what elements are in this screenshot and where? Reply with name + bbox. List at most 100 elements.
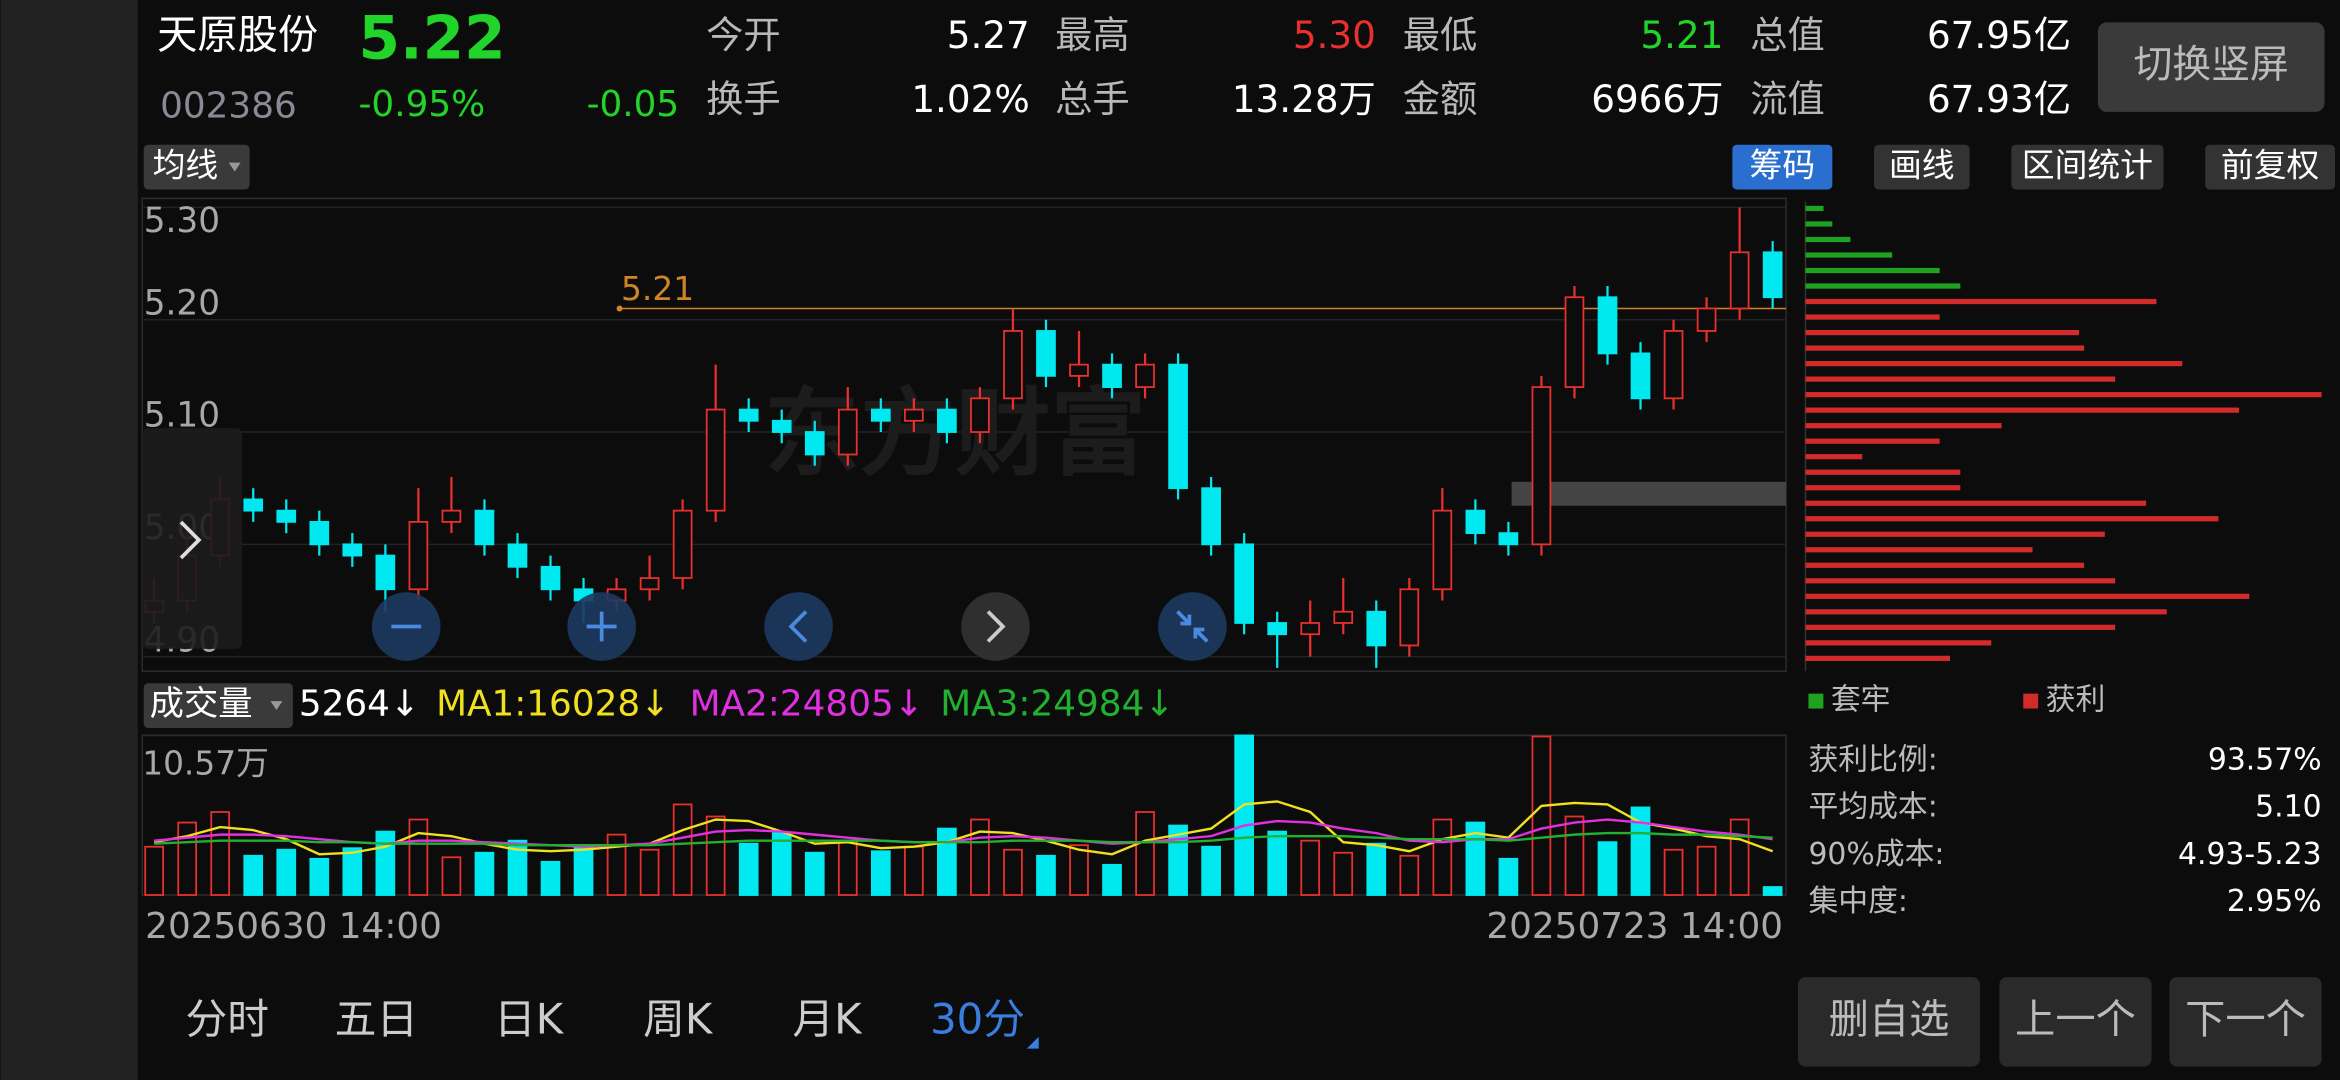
stock-code: 002386 <box>160 85 297 126</box>
chip-stat-value: 5.10 <box>2255 790 2321 825</box>
candle-body <box>1168 363 1188 490</box>
chip-bar <box>1805 236 1851 243</box>
toolbar-button[interactable] <box>2205 144 2336 190</box>
reference-dot <box>616 305 623 312</box>
volume-bar <box>1333 851 1354 896</box>
chip-bar <box>1805 578 2116 584</box>
chip-stat-value: 2.95% <box>2227 884 2322 919</box>
candle-body <box>1102 363 1122 388</box>
period-tab[interactable]: 五日 <box>335 994 419 1043</box>
volume-bar <box>1729 818 1750 896</box>
legend-entry: 获利 <box>2046 683 2106 718</box>
stat-value: 5.30 <box>1293 13 1376 57</box>
period-tab[interactable]: 周K <box>643 994 714 1043</box>
volume-bar <box>1531 735 1552 896</box>
action-button[interactable] <box>1798 977 1980 1067</box>
candle-body <box>837 408 858 456</box>
candle-body <box>1498 532 1519 546</box>
period-tab[interactable]: 分时 <box>185 994 269 1043</box>
candle-body <box>738 408 759 422</box>
nav-button[interactable] <box>764 592 833 661</box>
volume-bar <box>1696 845 1717 896</box>
candle-body <box>1696 307 1717 332</box>
stat-label: 最低 <box>1403 13 1478 57</box>
nav-icon <box>1176 610 1209 643</box>
chip-bar <box>1805 329 2080 336</box>
volume-bar <box>1564 815 1585 896</box>
change-pct: -0.95% <box>359 84 486 125</box>
volume-current: 5264↓ <box>299 684 420 725</box>
candle-body <box>540 565 561 591</box>
chip-bar <box>1805 485 1961 491</box>
stat-label: 今开 <box>706 13 781 57</box>
candle-body <box>1036 330 1056 377</box>
y-tick-label: 5.20 <box>144 283 220 323</box>
volume-bar <box>639 848 660 896</box>
chip-bar <box>1805 454 1863 460</box>
volume-bar <box>1663 848 1684 896</box>
chip-stat-label: 90%成本: <box>1808 837 1944 872</box>
candle-body <box>474 509 495 546</box>
left-strip <box>0 0 138 1080</box>
volume-bar <box>771 832 792 896</box>
dropdown-arrow <box>228 162 241 172</box>
x-start-label: 20250630 14:00 <box>145 906 442 947</box>
volume-bar <box>210 811 231 896</box>
candle-body <box>804 431 825 456</box>
volume-menu-label: 成交量 <box>150 684 253 724</box>
toolbar-button-label: 筹码 <box>1750 147 1816 185</box>
content: 天原股份 5.22 002386 -0.95% -0.05 今开 5.27 最高 5.30 最低 5… <box>141 4 2336 1067</box>
chip-bar <box>1805 423 2002 429</box>
candle-body <box>1663 330 1684 400</box>
stat-label: 总值 <box>1750 13 1825 57</box>
volume-menu[interactable] <box>143 683 293 728</box>
action-button[interactable] <box>1999 977 2152 1067</box>
chip-bar <box>1805 438 1940 444</box>
y-tick-label: 5.30 <box>144 201 220 241</box>
chip-stat-label: 平均成本: <box>1808 790 1937 825</box>
volume-bar <box>738 842 759 896</box>
chip-bar <box>1805 314 1940 320</box>
period-tab[interactable]: 30分 <box>930 994 1025 1043</box>
chip-bar <box>1805 469 1961 475</box>
candle-body <box>342 543 363 557</box>
candle-body <box>870 408 891 422</box>
chip-bar <box>1805 407 2240 413</box>
ma-menu[interactable] <box>143 144 250 190</box>
change: -0.05 <box>587 84 680 125</box>
volume-bar <box>1399 854 1420 896</box>
nav-button[interactable] <box>1158 592 1227 661</box>
volume-bar <box>1036 854 1056 896</box>
volume-bar <box>1762 886 1783 896</box>
toolbar-button[interactable] <box>2011 144 2164 190</box>
side-panel <box>142 428 243 649</box>
period-tab[interactable]: 日K <box>494 994 565 1043</box>
candle-body <box>276 509 297 523</box>
candle-body <box>672 509 693 579</box>
volume-bar <box>276 848 297 896</box>
volume-bar <box>904 845 924 896</box>
candle-body <box>639 577 660 591</box>
volume-bar <box>474 851 495 896</box>
stat-label: 换手 <box>706 77 781 121</box>
toolbar-button[interactable] <box>1874 144 1970 190</box>
nav-button[interactable] <box>961 592 1030 661</box>
volume-bar <box>937 827 957 896</box>
candle-body <box>904 408 924 422</box>
volume-bar <box>1069 844 1089 896</box>
candle-body <box>441 509 462 523</box>
toolbar-button[interactable] <box>1732 144 1833 190</box>
candle-body <box>1366 610 1387 647</box>
candle-body <box>1300 622 1321 636</box>
period-tab[interactable]: 月K <box>792 994 863 1043</box>
candle-body <box>1003 330 1023 400</box>
chip-stat-value: 93.57% <box>2208 742 2322 777</box>
reference-label: 5.21 <box>621 270 694 308</box>
orientation-button[interactable] <box>2097 22 2325 112</box>
action-button[interactable] <box>2169 977 2322 1067</box>
legend-entry: MA3:24984↓ <box>940 684 1174 725</box>
candle-body <box>937 408 957 433</box>
stat-value: 1.02% <box>911 77 1029 121</box>
volume-bar <box>870 850 891 896</box>
